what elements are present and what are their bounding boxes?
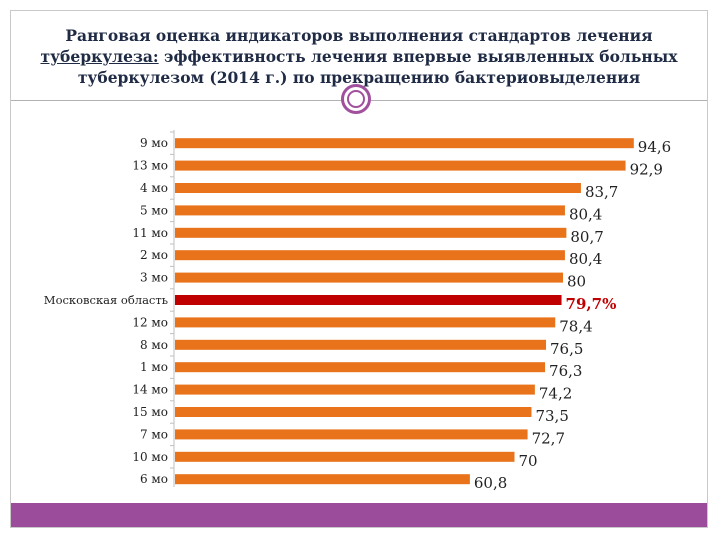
value-label: 60,8: [474, 474, 507, 492]
bar: [175, 227, 567, 238]
bar: [175, 160, 626, 171]
value-label: 73,5: [535, 407, 568, 425]
bar: [175, 429, 528, 440]
category-label: 7 мо: [140, 427, 168, 441]
bar: [175, 339, 547, 350]
title-line-1: Ранговая оценка индикаторов выполнения с…: [65, 26, 653, 45]
decorative-ring-icon: [341, 84, 371, 114]
value-label: 94,6: [638, 138, 671, 156]
value-label: 76,3: [549, 362, 582, 380]
bars-group: 9 мо 94,6 13 мо 92,9 4 мо 83,7 5 мо 80,4 11 мо 80…: [44, 131, 671, 492]
value-label: 74,2: [539, 385, 572, 403]
title-line-3: туберкулезом (2014 г.) по прекращению ба…: [77, 68, 641, 87]
category-label: 12 мо: [132, 315, 168, 329]
slide-frame: [10, 10, 708, 528]
category-label: 3 мо: [140, 271, 168, 285]
category-label: 10 мо: [132, 450, 168, 464]
category-label: 13 мо: [132, 159, 168, 173]
category-label: 5 мо: [140, 203, 168, 217]
bar: [175, 384, 535, 395]
category-label: 1 мо: [140, 360, 168, 374]
category-label: 6 мо: [140, 472, 168, 486]
value-label: 78,4: [559, 317, 592, 335]
value-label: 72,7: [532, 429, 565, 447]
bar: [175, 138, 634, 149]
category-label: 4 мо: [140, 181, 168, 195]
category-label: 15 мо: [132, 405, 168, 419]
title-line-2: туберкулеза: эффективность лечения вперв…: [11, 46, 707, 67]
category-label: 8 мо: [140, 338, 168, 352]
value-label: 80,7: [570, 228, 603, 246]
bar: [175, 474, 470, 485]
category-label: Московская область: [44, 293, 168, 307]
bar: [175, 205, 565, 216]
bar: [175, 362, 546, 373]
bottom-band: [11, 503, 707, 527]
value-label: 80,4: [569, 205, 602, 223]
value-label: 79,7%: [566, 295, 617, 313]
title-line-2-underlined: туберкулеза:: [40, 47, 159, 66]
bar-highlight: [175, 295, 562, 305]
value-label: 80: [567, 273, 586, 291]
bar: [175, 272, 563, 283]
title-line-2-rest: эффективность лечения впервые выявленных…: [158, 47, 678, 66]
category-label: 2 мо: [140, 248, 168, 262]
value-label: 92,9: [630, 161, 663, 179]
category-label: 9 мо: [140, 136, 168, 150]
bar: [175, 250, 565, 261]
slide-title: Ранговая оценка индикаторов выполнения с…: [11, 11, 707, 101]
category-label: 11 мо: [132, 226, 168, 240]
value-label: 80,4: [569, 250, 602, 268]
value-label: 76,5: [550, 340, 583, 358]
bar: [175, 451, 515, 462]
bar: [175, 407, 532, 417]
bar: [175, 317, 556, 328]
category-label: 14 мо: [132, 383, 168, 397]
bar: [175, 183, 581, 193]
value-label: 83,7: [585, 183, 618, 201]
value-label: 70: [519, 452, 538, 470]
